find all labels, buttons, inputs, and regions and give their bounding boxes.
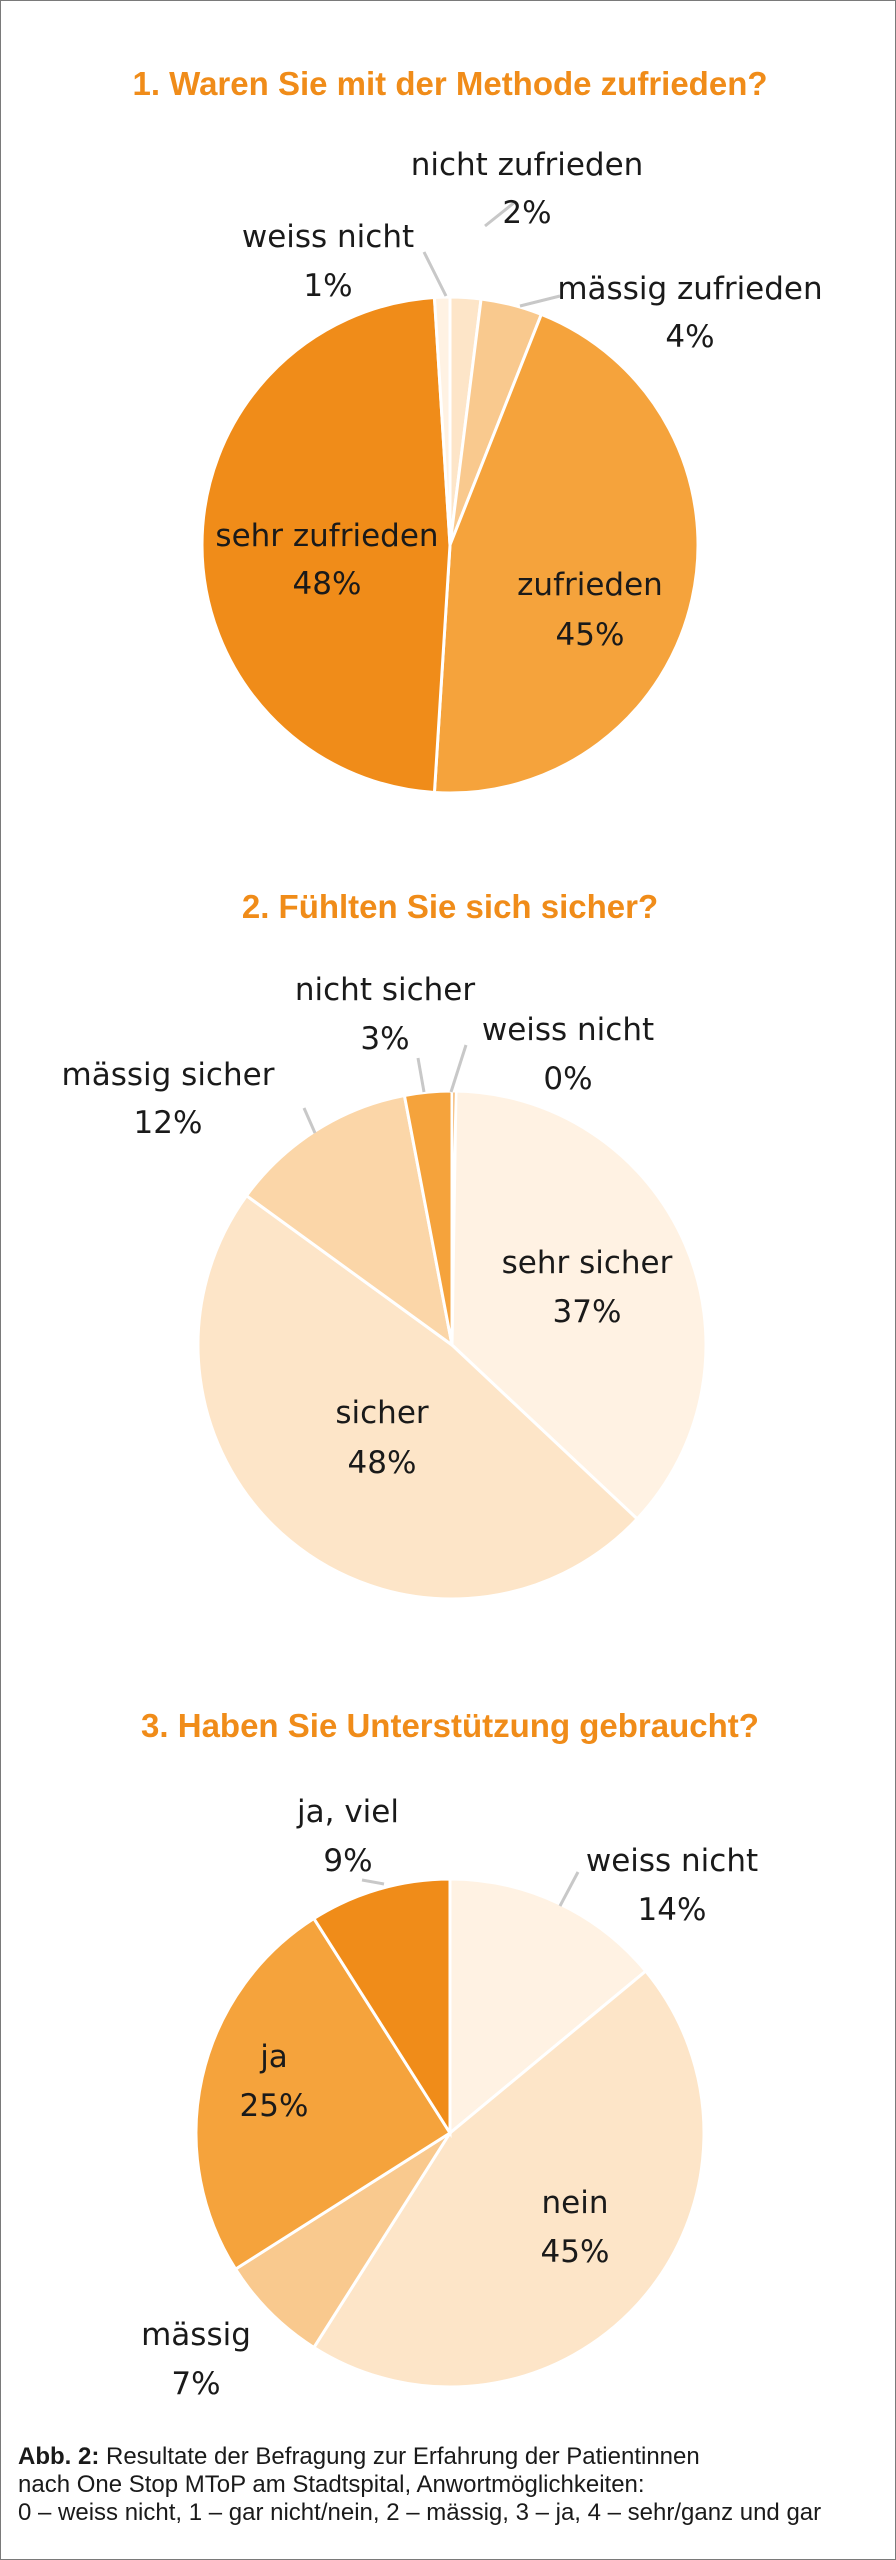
slice-label-nicht-sicher: nicht sicher [295,972,475,1008]
slice-value-sehr-sicher: 37% [553,1294,622,1330]
slice-label-sehr-zufrieden: sehr zufrieden [215,518,438,554]
slice-label-weiss-nicht: weiss nicht [482,1012,654,1048]
slice-value-nein: 45% [541,2234,610,2270]
chart-title-1: 1. Waren Sie mit der Methode zufrieden? [132,65,767,102]
leader-line-weiss-nicht [558,1871,580,1907]
pie-chart-1: 1. Waren Sie mit der Methode zufrieden? n… [132,65,823,795]
leader-line-ja-viel [361,1878,385,1886]
caption-line-3: 0 – weiss nicht, 1 – gar nicht/nein, 2 –… [18,2499,822,2526]
slice-value-sehr-zufrieden: 48% [293,566,362,602]
slice-value-massig-zufrieden: 4% [665,319,714,355]
pie-slice-massig-sicher [244,1093,455,1349]
slice-value-zufrieden: 45% [556,617,625,653]
slice-value-nicht-zufrieden: 2% [502,195,551,231]
caption-text-1: Resultate der Befragung zur Erfahrung de… [106,2443,700,2470]
chart-title-3: 3. Haben Sie Unterstützung gebraucht? [141,1707,759,1744]
caption-line-1: Abb. 2: Resultate der Befragung zur Erfa… [18,2443,884,2471]
pie-charts-figure: 1. Waren Sie mit der Methode zufrieden? n… [62,65,823,2402]
slice-value-weiss-nicht: 14% [638,1892,707,1928]
pie-slice-weiss-nicht [432,295,452,546]
figure-caption: Abb. 2: Resultate der Befragung zur Erfa… [18,2443,884,2527]
slice-value-massig-sicher: 12% [134,1105,203,1141]
leader-line-nicht-sicher [416,1057,426,1093]
slice-value-weiss-nicht: 0% [543,1061,592,1097]
slice-label-sehr-sicher: sehr sicher [502,1245,673,1281]
slice-value-sicher: 48% [348,1445,417,1481]
pie-chart-2: 2. Fühlten Sie sich sicher? sehr sicher 37… [62,888,708,1601]
pie-chart-3: 3. Haben Sie Unterstützung gebraucht? wei… [141,1707,759,2402]
pie-slice-nein [311,1968,706,2389]
slice-label-ja: ja [259,2039,288,2075]
slice-label-weiss-nicht: weiss nicht [242,219,414,255]
slice-label-sicher: sicher [335,1395,429,1431]
slice-label-zufrieden: zufrieden [517,567,663,603]
caption-line-2: nach One Stop MToP am Stadtspital, Anwor… [18,2471,645,2498]
leader-line-massig-zufrieden [519,294,561,308]
slice-value-ja-viel: 9% [323,1843,372,1879]
leader-line-massig-sicher [302,1107,317,1134]
pie-slice-ja-viel [311,1877,452,2139]
slice-value-nicht-sicher: 3% [360,1021,409,1057]
slice-label-massig-sicher: mässig sicher [62,1057,275,1093]
pie-slice-ja [194,1916,453,2272]
pie-slice-weiss-nicht [448,1877,648,2137]
slice-value-massig: 7% [171,2366,220,2402]
slice-label-massig-zufrieden: mässig zufrieden [557,271,822,307]
slice-label-ja-viel: ja, viel [296,1794,399,1830]
pie-slice-sehr-zufrieden [200,295,452,795]
pie-slice-massig [233,2131,452,2350]
caption-label: Abb. 2: [18,2443,100,2470]
slice-label-weiss-nicht: weiss nicht [586,1843,758,1879]
pie-slice-zufrieden [432,312,700,795]
slice-label-massig: mässig [141,2317,251,2353]
pie-slice-sehr-sicher [450,1089,708,1522]
pie-slice-sicher [196,1193,640,1601]
leader-line-weiss-nicht [422,251,448,297]
slice-value-weiss-nicht: 1% [303,268,352,304]
slice-value-ja: 25% [240,2088,309,2124]
chart-title-2: 2. Fühlten Sie sich sicher? [242,888,658,925]
slice-label-nicht-zufrieden: nicht zufrieden [411,147,644,183]
leader-line-weiss-nicht [449,1044,468,1093]
slice-label-nein: nein [542,2185,609,2221]
leader-line-nicht-zufrieden [484,200,516,228]
